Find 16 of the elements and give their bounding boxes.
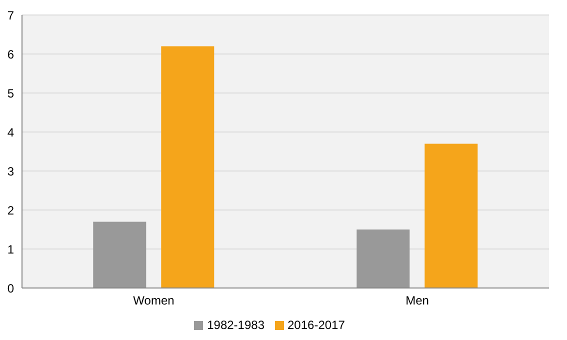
y-tick-label: 0 <box>7 281 14 296</box>
bar <box>356 230 410 288</box>
y-tick-label: 2 <box>7 203 14 218</box>
y-tick-label: 7 <box>7 8 14 22</box>
x-tick-label: Women <box>133 294 174 308</box>
y-tick-label: 6 <box>7 47 14 62</box>
y-tick-label: 4 <box>7 125 14 140</box>
bar <box>424 144 478 288</box>
bar <box>161 46 214 288</box>
y-tick-label: 1 <box>7 242 14 256</box>
legend-label: 1982-1983 <box>207 318 264 332</box>
legend-label: 2016-2017 <box>288 318 345 332</box>
y-tick-label: 3 <box>7 164 14 178</box>
bar <box>93 222 146 288</box>
y-tick-label: 5 <box>7 86 14 100</box>
x-tick-label: Men <box>406 294 429 308</box>
